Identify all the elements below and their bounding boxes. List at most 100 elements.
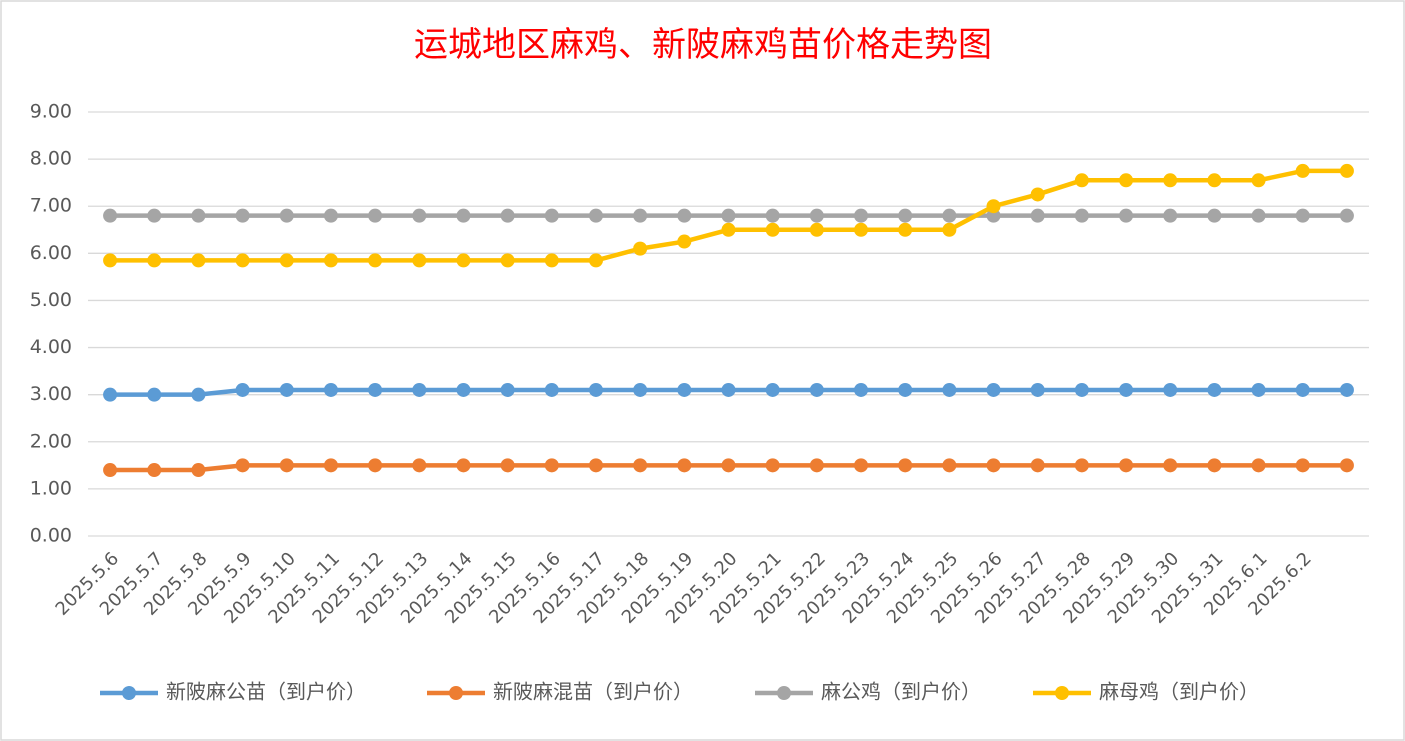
series-marker [1074,382,1089,397]
series-marker [147,463,162,478]
series-marker [898,458,913,473]
series-marker [854,382,869,397]
series-marker [1251,382,1266,397]
series-marker [235,458,250,473]
series-marker [986,199,1001,214]
series-marker [1163,382,1178,397]
series-marker [942,382,957,397]
legend-label: 新陂麻公苗（到户价） [166,680,366,704]
series-marker [765,458,780,473]
legend-marker [122,686,136,700]
series-marker [721,382,736,397]
series-marker [456,382,471,397]
series-marker [544,253,559,268]
series-marker [500,253,515,268]
series-marker [191,253,206,268]
series-marker [1119,173,1134,188]
series-marker [500,382,515,397]
series-marker [103,208,118,223]
series-marker [721,458,736,473]
series-marker [633,458,648,473]
y-tick-label: 8.00 [30,148,72,170]
series-marker [942,208,957,223]
series-marker [412,382,427,397]
series-marker [721,208,736,223]
series-marker [898,222,913,237]
series-marker [1119,382,1134,397]
legend-marker [777,686,791,700]
series-marker [1295,208,1310,223]
series-marker [633,208,648,223]
series-marker [1339,163,1354,178]
series-marker [588,208,603,223]
series-marker [368,382,383,397]
series-marker [191,208,206,223]
y-tick-label: 3.00 [30,383,72,405]
series-marker [765,208,780,223]
series-marker [1251,458,1266,473]
series-marker [1030,208,1045,223]
series-marker [1074,173,1089,188]
series-marker [588,458,603,473]
series-marker [1119,208,1134,223]
y-tick-label: 9.00 [30,101,72,123]
series-marker [986,382,1001,397]
series-marker [279,253,294,268]
y-tick-label: 2.00 [30,430,72,452]
series-marker [1074,208,1089,223]
series-marker [323,458,338,473]
series-marker [368,208,383,223]
series-marker [677,458,692,473]
legend-marker [449,686,463,700]
series-marker [898,208,913,223]
series-marker [456,253,471,268]
y-tick-label: 7.00 [30,195,72,217]
series-marker [412,458,427,473]
y-tick-label: 0.00 [30,525,72,547]
series-marker [412,208,427,223]
series-marker [1207,173,1222,188]
series-marker [854,208,869,223]
series-marker [279,382,294,397]
series-marker [677,234,692,249]
series-marker [809,208,824,223]
series-marker [235,253,250,268]
series-marker [633,382,648,397]
series-marker [235,382,250,397]
series-marker [677,382,692,397]
series-marker [1251,208,1266,223]
series-marker [765,382,780,397]
series-marker [147,253,162,268]
legend-marker [1055,686,1069,700]
series-marker [368,253,383,268]
series-marker [1295,458,1310,473]
series-marker [854,222,869,237]
series-marker [1251,173,1266,188]
series-marker [588,253,603,268]
y-tick-label: 4.00 [30,336,72,358]
series-marker [1119,458,1134,473]
series-marker [412,253,427,268]
series-marker [368,458,383,473]
series-marker [147,208,162,223]
series-marker [323,253,338,268]
series-marker [1207,382,1222,397]
series-marker [103,253,118,268]
series-marker [765,222,780,237]
series-marker [235,208,250,223]
series-marker [544,458,559,473]
series-marker [323,208,338,223]
series-marker [1339,458,1354,473]
series-marker [456,458,471,473]
y-tick-label: 1.00 [30,477,72,499]
series-marker [103,463,118,478]
series-marker [1030,187,1045,202]
series-marker [854,458,869,473]
series-marker [986,458,1001,473]
series-marker [1163,173,1178,188]
series-marker [898,382,913,397]
series-marker [544,382,559,397]
series-marker [809,458,824,473]
